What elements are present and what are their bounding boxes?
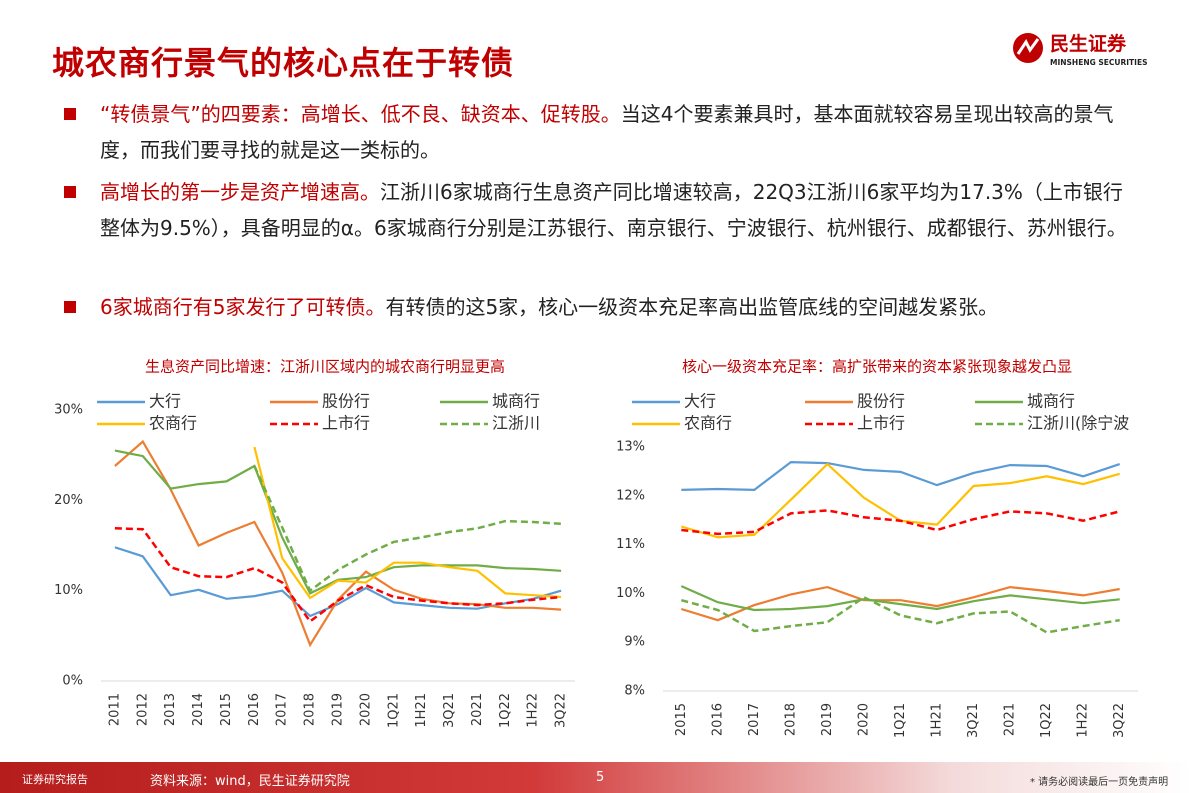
- legend-label: 大行: [149, 392, 181, 411]
- x-tick-label: 2011: [107, 693, 122, 726]
- x-tick-label: 2020: [856, 703, 871, 736]
- bullet: 高增长的第一步是资产增速高。江浙川6家城商行生息资产同比增速较高，22Q3江浙川…: [64, 174, 1130, 246]
- series-line: [680, 595, 1120, 634]
- legend-label: 农商行: [149, 414, 197, 433]
- series-line: [680, 585, 1120, 612]
- y-tick-label: 12%: [616, 488, 645, 503]
- series-line: [681, 509, 1121, 536]
- x-tick-label: 2019: [331, 693, 346, 726]
- series-line: [114, 527, 562, 624]
- x-tick-label: 3Q22: [554, 693, 569, 728]
- disclaimer: * 请务必阅读最后一页免责声明: [1030, 777, 1169, 788]
- x-tick-label: 2021: [1003, 703, 1018, 736]
- y-tick-label: 20%: [54, 493, 83, 508]
- x-tick-label: 2016: [710, 703, 725, 736]
- x-tick-label: 1Q21: [386, 693, 401, 728]
- x-tick-label: 2019: [820, 703, 835, 736]
- legend-label: 江浙川: [492, 414, 540, 433]
- x-tick-label: 3Q21: [966, 703, 981, 738]
- legend-label: 城商行: [1027, 392, 1075, 411]
- x-tick-label: 1H21: [930, 703, 945, 738]
- x-tick-label: 1H22: [526, 693, 541, 728]
- bullet: 6家城商行有5家发行了可转债。有转债的这5家，核心一级资本充足率高出监管底线的空…: [64, 289, 1130, 325]
- x-tick-label: 2015: [674, 703, 689, 736]
- y-tick-label: 9%: [624, 635, 645, 650]
- legend-label: 江浙川(除宁波: [1027, 414, 1129, 433]
- series-line: [680, 462, 1120, 539]
- bullet-text: 当这4个要素兼具时，基本面就较容易呈现出较高的景气度，而我们要寻找的就是这一类标…: [100, 102, 1114, 162]
- x-tick-label: 2013: [163, 693, 178, 726]
- legend-label: 上市行: [322, 414, 370, 433]
- x-tick-label: 2014: [191, 693, 206, 726]
- legend-label: 大行: [684, 392, 716, 411]
- x-tick-label: 1Q21: [893, 703, 908, 738]
- series-line: [681, 460, 1121, 492]
- page-title: 城农商行景气的核心点在于转债: [52, 44, 515, 82]
- x-tick-label: 2017: [275, 693, 290, 726]
- series-line: [114, 449, 562, 595]
- chart-title: 核心一级资本充足率：高扩张带来的资本紧张现象越发凸显: [682, 358, 1072, 376]
- bullet: “转债景气”的四要素：高增长、低不良、缺资本、促转股。当这4个要素兼具时，基本面…: [64, 96, 1130, 168]
- logo: 民生证券 MINSHENG SECURITIES: [1013, 32, 1148, 67]
- x-tick-label: 2017: [747, 703, 762, 736]
- bullet-text: 江浙川6家城商行生息资产同比增速较高，22Q3江浙川6家平均为17.3%（上市银…: [100, 180, 1127, 240]
- x-tick-label: 2012: [135, 693, 150, 726]
- chart-title: 生息资产同比增速：江浙川区域内的城农商行明显更高: [145, 358, 505, 376]
- report-tag: 证券研究报告: [22, 773, 88, 786]
- y-tick-label: 10%: [54, 583, 83, 598]
- y-tick-label: 13%: [616, 440, 645, 455]
- legend-label: 上市行: [857, 414, 905, 433]
- x-tick-label: 2021: [470, 693, 485, 726]
- x-tick-label: 2015: [219, 693, 234, 726]
- bullet-emphasis: 高增长的第一步是资产增速高。: [100, 180, 380, 204]
- bullet-text: 有转债的这5家，核心一级资本充足率高出监管底线的空间越发紧张。: [385, 295, 999, 319]
- y-tick-label: 0%: [62, 674, 83, 689]
- x-tick-label: 1Q22: [1039, 703, 1054, 738]
- x-tick-label: 3Q21: [442, 693, 457, 728]
- logo-en: MINSHENG SECURITIES: [1050, 58, 1148, 67]
- series-line: [680, 585, 1120, 622]
- charts: 生息资产同比增速：江浙川区域内的城农商行明显更高 0% 10% 20% 30% 2011 2…: [54, 358, 1138, 738]
- page-number: 5: [596, 770, 605, 785]
- legend-label: 股份行: [857, 392, 905, 411]
- legend-label: 农商行: [684, 414, 732, 433]
- series-line: [253, 446, 562, 600]
- x-tick-label: 2020: [358, 693, 373, 726]
- source: 资料来源：wind，民生证券研究院: [150, 774, 350, 789]
- legend-label: 股份行: [322, 392, 370, 411]
- x-tick-label: 2018: [303, 693, 318, 726]
- series-line: [114, 439, 562, 648]
- bullet-emphasis: 6家城商行有5家发行了可转债。: [100, 295, 386, 319]
- logo-cn: 民生证券: [1050, 32, 1127, 55]
- series-line: [114, 546, 562, 618]
- y-tick-label: 11%: [616, 537, 645, 552]
- x-tick-label: 1H22: [1076, 703, 1091, 738]
- x-tick-label: 1H21: [414, 693, 429, 728]
- legend-label: 城商行: [492, 392, 540, 411]
- x-tick-label: 3Q22: [1112, 703, 1127, 738]
- x-tick-label: 2016: [247, 693, 262, 726]
- y-tick-label: 30%: [54, 403, 83, 418]
- y-tick-label: 8%: [624, 684, 645, 699]
- bullet-emphasis: “转债景气”的四要素：高增长、低不良、缺资本、促转股。: [100, 102, 621, 126]
- series-line: [253, 465, 562, 593]
- y-tick-label: 10%: [616, 586, 645, 601]
- x-tick-label: 1Q22: [498, 693, 513, 728]
- x-tick-label: 2018: [783, 703, 798, 736]
- footer: 证券研究报告 资料来源：wind，民生证券研究院 5 * 请务必阅读最后一页免责…: [0, 762, 1190, 793]
